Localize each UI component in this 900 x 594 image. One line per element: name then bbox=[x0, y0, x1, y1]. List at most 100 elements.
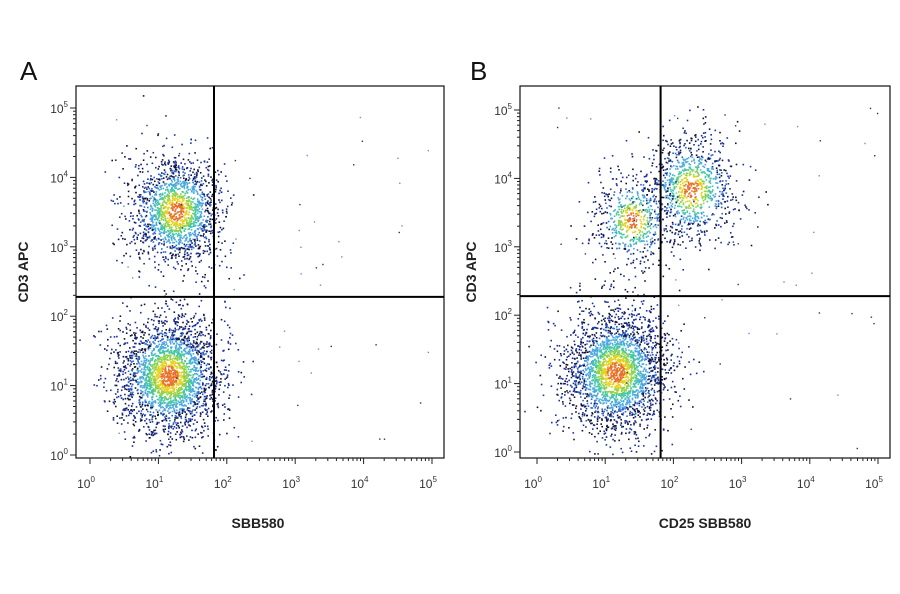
event-dot bbox=[581, 376, 584, 378]
event-dot bbox=[177, 176, 179, 179]
event-dot bbox=[154, 286, 157, 288]
event-dot bbox=[197, 244, 200, 246]
event-dot bbox=[608, 378, 610, 380]
event-dot bbox=[182, 385, 185, 387]
event-dot bbox=[146, 238, 148, 241]
event-dot bbox=[171, 175, 174, 178]
event-dot bbox=[145, 340, 147, 342]
event-dot bbox=[176, 431, 178, 433]
event-dot bbox=[190, 379, 193, 382]
event-dot bbox=[201, 196, 204, 199]
event-dot bbox=[130, 389, 133, 391]
event-dot bbox=[640, 377, 642, 379]
event-dot bbox=[193, 168, 195, 171]
event-dot bbox=[176, 235, 179, 238]
event-dot bbox=[169, 377, 172, 379]
event-dot bbox=[219, 384, 221, 386]
event-dot bbox=[162, 164, 164, 166]
event-dot bbox=[223, 373, 225, 375]
event-dot bbox=[145, 343, 147, 345]
event-dot bbox=[154, 238, 157, 240]
event-dot bbox=[135, 338, 137, 340]
event-dot bbox=[178, 154, 180, 157]
event-dot bbox=[181, 221, 184, 224]
event-dot bbox=[116, 415, 118, 417]
event-dot bbox=[209, 249, 211, 251]
event-dot bbox=[179, 304, 181, 306]
event-dot bbox=[188, 407, 191, 409]
event-dot bbox=[209, 147, 211, 150]
event-dot bbox=[169, 404, 172, 407]
event-dot bbox=[119, 417, 121, 419]
event-dot bbox=[189, 218, 192, 220]
event-dot bbox=[228, 394, 231, 397]
event-dot bbox=[152, 390, 155, 393]
event-dot bbox=[168, 238, 170, 241]
event-dot bbox=[152, 411, 155, 414]
event-dot bbox=[175, 384, 178, 386]
event-dot bbox=[165, 334, 168, 337]
event-dot bbox=[210, 383, 213, 385]
event-dot bbox=[131, 229, 134, 231]
event-dot bbox=[160, 443, 163, 445]
event-dot bbox=[198, 445, 201, 447]
event-dot bbox=[157, 168, 160, 170]
event-dot bbox=[154, 337, 156, 340]
event-dot bbox=[223, 419, 225, 421]
event-dot bbox=[639, 316, 642, 318]
event-dot bbox=[169, 327, 171, 330]
event-dot bbox=[160, 235, 162, 237]
event-dot bbox=[160, 351, 163, 354]
event-dot bbox=[154, 366, 156, 368]
event-dot bbox=[175, 427, 178, 429]
event-dot bbox=[183, 438, 186, 441]
event-dot bbox=[175, 424, 178, 426]
event-dot bbox=[161, 335, 164, 338]
event-dot bbox=[144, 215, 147, 218]
event-dot bbox=[176, 377, 178, 379]
event-dot bbox=[207, 367, 210, 370]
event-dot bbox=[644, 317, 646, 319]
event-dot bbox=[190, 223, 192, 225]
event-dot bbox=[199, 330, 202, 333]
event-dot bbox=[93, 384, 96, 386]
event-dot bbox=[168, 199, 171, 201]
event-dot bbox=[163, 379, 166, 382]
event-dot bbox=[197, 387, 200, 389]
event-dot bbox=[609, 402, 612, 405]
event-dot bbox=[341, 256, 343, 258]
event-dot bbox=[212, 231, 214, 234]
event-dot bbox=[132, 377, 134, 380]
event-dot bbox=[113, 336, 116, 338]
event-dot bbox=[119, 196, 121, 198]
event-dot bbox=[158, 405, 160, 407]
event-dot bbox=[232, 242, 235, 244]
event-dot bbox=[183, 181, 186, 184]
event-dot bbox=[160, 368, 162, 370]
event-dot bbox=[184, 421, 187, 423]
event-dot bbox=[202, 370, 204, 372]
event-dot bbox=[172, 361, 175, 364]
event-dot bbox=[204, 408, 206, 410]
event-dot bbox=[221, 199, 223, 202]
event-dot bbox=[194, 215, 196, 217]
event-dot bbox=[626, 362, 628, 364]
event-dot bbox=[134, 321, 137, 324]
event-dot bbox=[115, 405, 117, 408]
event-dot bbox=[239, 277, 241, 280]
event-dot bbox=[124, 238, 126, 240]
event-dot bbox=[614, 300, 616, 303]
event-dot bbox=[180, 415, 182, 418]
event-dot bbox=[154, 302, 156, 305]
event-dot bbox=[167, 188, 169, 191]
event-dot bbox=[125, 355, 128, 358]
event-dot bbox=[134, 342, 136, 345]
event-dot bbox=[200, 205, 203, 208]
event-dot bbox=[132, 391, 134, 394]
event-dot bbox=[198, 351, 201, 353]
event-dot bbox=[182, 367, 184, 370]
event-dot bbox=[159, 228, 162, 230]
event-dot bbox=[146, 387, 148, 389]
event-dot bbox=[201, 360, 204, 363]
event-dot bbox=[188, 258, 190, 261]
